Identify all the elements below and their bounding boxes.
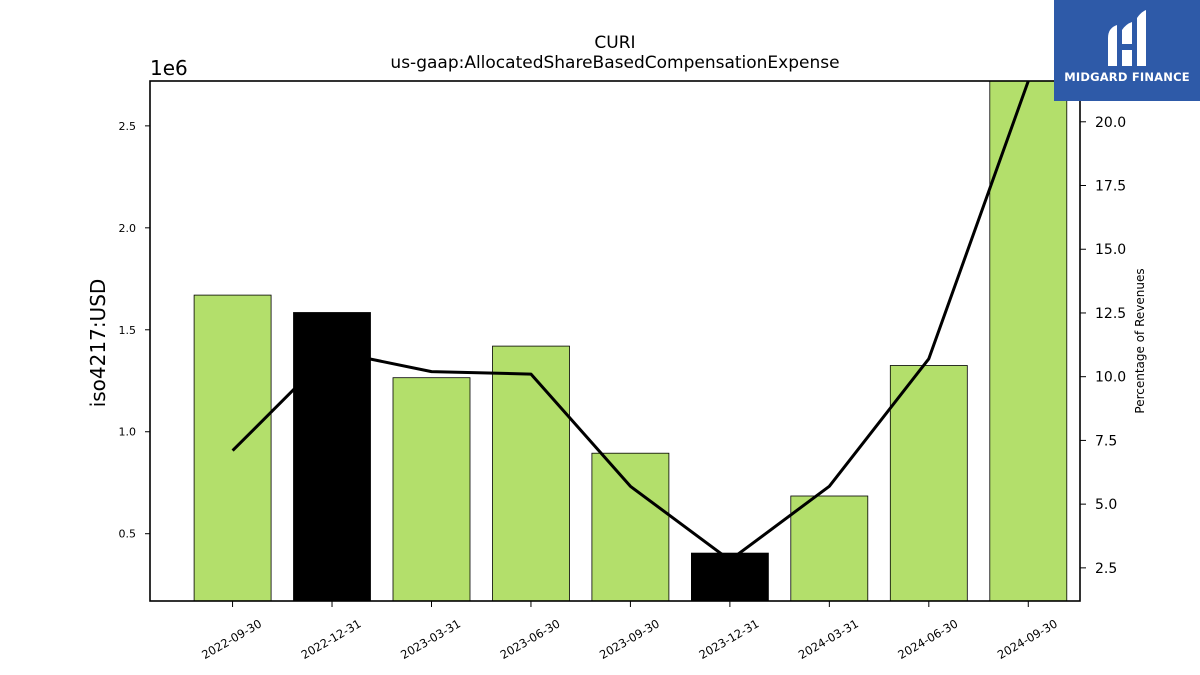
x-tick-label: 2023-09-30 (597, 616, 662, 662)
bar-2024-03-31 (790, 495, 869, 602)
x-tick-label: 2024-03-31 (796, 616, 861, 662)
brand-logo: MIDGARD FINANCE (1054, 0, 1200, 101)
percentage-line-group (231, 81, 1030, 562)
chart-title: CURI (594, 33, 635, 53)
y-tick-label: 0.5 (119, 528, 137, 541)
x-tick-label: 2023-06-30 (498, 616, 563, 662)
y2-axis-label: Percentage of Revenues (1133, 268, 1147, 413)
bar-2023-09-30 (591, 452, 670, 602)
y2-tick-label: 5.0 (1095, 497, 1117, 513)
brand-name: MIDGARD FINANCE (1064, 70, 1190, 84)
bar-2023-06-30 (492, 345, 570, 602)
x-tick-label: 2023-12-31 (697, 616, 762, 662)
bar-2023-03-31 (392, 377, 471, 602)
chart-subtitle: us-gaap:AllocatedShareBasedCompensationE… (390, 53, 839, 73)
plot-frame (149, 80, 1081, 602)
y-axis-label: iso4217:USD (86, 279, 110, 408)
bar-2022-09-30 (193, 294, 272, 602)
y2-tick-label: 15.0 (1095, 242, 1126, 258)
y2-tick-label: 12.5 (1095, 306, 1126, 322)
y-tick-label: 1.5 (119, 324, 137, 337)
y-offset-label: 1e6 (150, 56, 188, 80)
y2-tick-label: 2.5 (1095, 561, 1117, 577)
y2-tick-label: 10.0 (1095, 370, 1126, 386)
percentage-line (231, 81, 1030, 562)
y2-tick-label: 20.0 (1095, 115, 1126, 131)
y2-tick-label: 17.5 (1095, 179, 1126, 195)
x-tick-label: 2022-12-31 (299, 616, 364, 662)
y-tick-label: 1.0 (119, 426, 137, 439)
x-tick-label: 2024-06-30 (895, 616, 960, 662)
bar-2024-06-30 (889, 365, 968, 602)
logo-mark-icon (1108, 10, 1146, 66)
x-tick-label: 2024-09-30 (995, 616, 1060, 662)
x-tick-label: 2023-03-31 (398, 616, 463, 662)
y2-tick-label: 7.5 (1095, 433, 1117, 449)
x-tick-label: 2022-09-30 (199, 616, 264, 662)
y-tick-label: 2.5 (119, 120, 137, 133)
y-tick-label: 2.0 (119, 222, 137, 235)
bar-2022-12-31 (293, 312, 371, 602)
